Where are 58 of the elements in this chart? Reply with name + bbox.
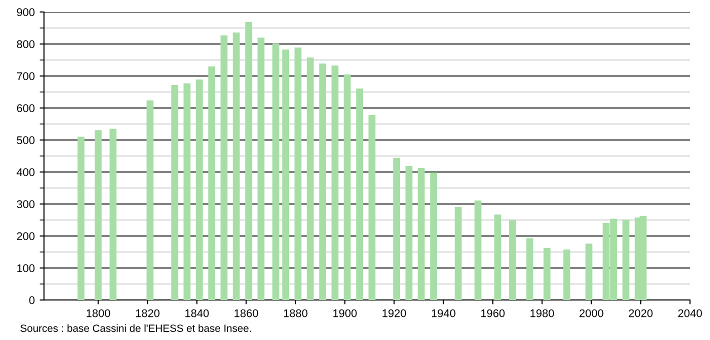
- bar: [171, 84, 178, 300]
- bar: [430, 172, 438, 300]
- bar: [405, 166, 412, 300]
- x-tick-label: 1920: [382, 309, 406, 318]
- bar: [526, 238, 534, 300]
- bar: [585, 244, 592, 300]
- x-tick-label: 1900: [333, 309, 357, 318]
- bar: [232, 32, 240, 300]
- y-tick-label: 800: [16, 40, 35, 48]
- y-tick-label: 300: [16, 200, 35, 208]
- bar: [474, 200, 482, 300]
- bar: [294, 48, 302, 300]
- x-tick-label: 2040: [678, 309, 702, 318]
- bar: [245, 22, 252, 300]
- bar: [208, 66, 216, 300]
- x-tick-label: 1820: [136, 309, 160, 318]
- x-tick-label: 2020: [628, 309, 653, 318]
- bar: [78, 136, 84, 300]
- bar: [454, 206, 462, 300]
- y-tick-label: 600: [17, 104, 35, 112]
- bar: [258, 38, 264, 300]
- bar: [272, 44, 280, 300]
- bar: [622, 220, 630, 300]
- x-tick-label: 1880: [284, 309, 308, 318]
- x-tick-label: 2000: [580, 309, 604, 318]
- y-tick-label: 700: [17, 72, 35, 80]
- bar: [344, 74, 351, 300]
- bar: [196, 80, 203, 300]
- bar: [94, 130, 102, 300]
- bar: [110, 128, 116, 300]
- x-tick-label: 1800: [86, 309, 110, 318]
- bar: [494, 214, 502, 300]
- bar: [282, 49, 290, 300]
- y-tick-label: 100: [17, 264, 35, 272]
- bar: [220, 35, 228, 300]
- bar: [184, 83, 190, 300]
- x-tick-label: 1960: [481, 309, 505, 318]
- bar: [356, 88, 364, 300]
- bar: [393, 158, 400, 300]
- bar: [509, 220, 516, 300]
- bar: [331, 65, 338, 300]
- bar: [418, 168, 425, 300]
- bar: [563, 249, 570, 300]
- y-tick-label: 200: [16, 232, 35, 240]
- y-tick-label: 900: [16, 8, 35, 16]
- source-note: Sources : base Cassini de l'EHESS et base Insee.: [20, 324, 251, 332]
- bar: [319, 64, 326, 300]
- y-tick-label: 400: [16, 168, 35, 176]
- x-tick-label: 1840: [185, 309, 209, 318]
- bar: [544, 248, 550, 300]
- y-tick-label: 0: [29, 296, 35, 304]
- x-tick-label: 1940: [432, 309, 456, 318]
- y-tick-label: 500: [16, 136, 35, 144]
- bar: [368, 115, 376, 300]
- x-tick-label: 1860: [234, 309, 258, 318]
- x-tick-label: 1980: [530, 309, 554, 318]
- bar: [146, 100, 154, 300]
- bar: [306, 57, 314, 300]
